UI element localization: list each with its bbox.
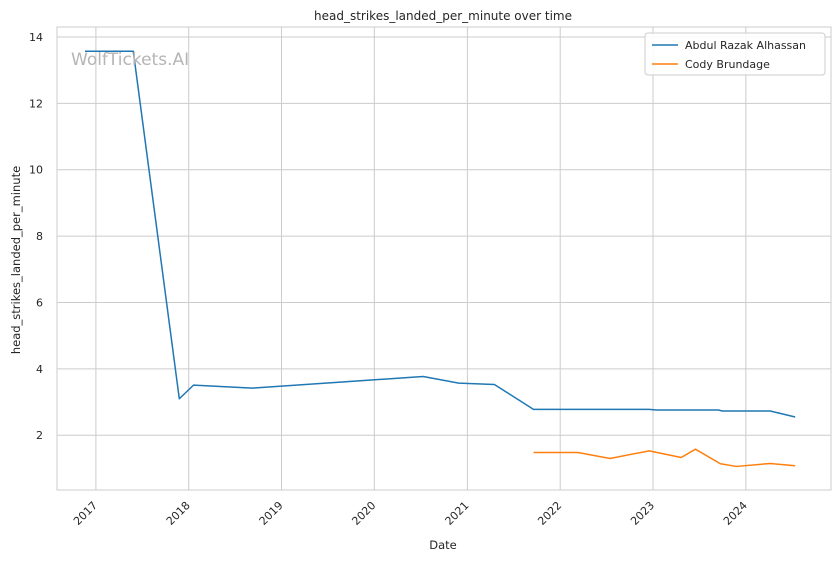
plot-frame bbox=[56, 26, 832, 491]
series-layer bbox=[84, 50, 796, 468]
x-axis-label: Date bbox=[429, 538, 457, 552]
series-line-cody-brundage bbox=[533, 448, 796, 468]
legend-label-abdul-razak-alhassan: Abdul Razak Alhassan bbox=[685, 39, 806, 52]
plot-area bbox=[57, 27, 831, 490]
y-tick-label: 10 bbox=[29, 164, 43, 177]
y-tick-label: 6 bbox=[36, 296, 43, 309]
y-tick-label: 12 bbox=[29, 97, 43, 110]
y-tick-label: 14 bbox=[29, 31, 43, 44]
y-tick-labels: 2 4 6 8 10 12 14 bbox=[29, 31, 43, 442]
legend: Abdul Razak Alhassan Cody Brundage bbox=[644, 32, 826, 76]
watermark: WolfTickets.AI bbox=[71, 50, 189, 70]
legend-box bbox=[644, 32, 826, 76]
y-tick-label: 2 bbox=[36, 429, 43, 442]
chart-title: head_strikes_landed_per_minute over time bbox=[314, 9, 572, 23]
y-tick-label: 8 bbox=[36, 230, 43, 243]
legend-label-cody-brundage: Cody Brundage bbox=[685, 58, 770, 71]
y-axis-label: head_strikes_landed_per_minute bbox=[9, 166, 23, 354]
series-line-abdul-razak-alhassan bbox=[84, 50, 796, 418]
grid-lines bbox=[57, 27, 831, 490]
y-tick-label: 4 bbox=[36, 363, 43, 376]
